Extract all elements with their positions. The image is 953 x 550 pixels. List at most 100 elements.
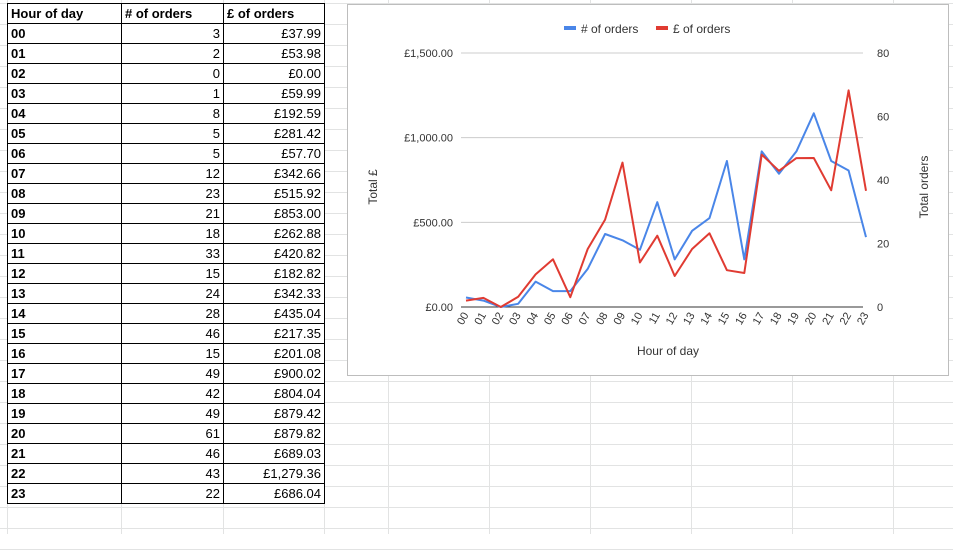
hour-cell[interactable]: 22	[7, 463, 122, 484]
orders-value-cell[interactable]: £900.02	[223, 363, 325, 384]
table-row: 19 49 £879.42	[7, 403, 325, 424]
orders-value-cell[interactable]: £37.99	[223, 23, 325, 44]
hour-cell[interactable]: 02	[7, 63, 122, 84]
orders-value-cell[interactable]: £686.04	[223, 483, 325, 504]
header-order-count[interactable]: # of orders	[121, 3, 224, 24]
hour-cell[interactable]: 19	[7, 403, 122, 424]
orders-value-cell[interactable]: £879.42	[223, 403, 325, 424]
combo-line-chart[interactable]: £0.00 £500.00 £1,000.00 £1,500.00 0 20 40 60 80 0…	[347, 4, 949, 376]
orders-count-cell[interactable]: 49	[121, 363, 224, 384]
right-axis-tick-label: 80	[877, 48, 889, 60]
header-hour-of-day[interactable]: Hour of day	[7, 3, 122, 24]
orders-value-cell[interactable]: £420.82	[223, 243, 325, 264]
orders-count-cell[interactable]: 43	[121, 463, 224, 484]
hour-cell[interactable]: 11	[7, 243, 122, 264]
hour-cell[interactable]: 16	[7, 343, 122, 364]
orders-value-cell[interactable]: £182.82	[223, 263, 325, 284]
hour-cell[interactable]: 13	[7, 283, 122, 304]
right-axis-tick-label: 60	[877, 112, 889, 124]
orders-count-cell[interactable]: 21	[121, 203, 224, 224]
orders-value-cell[interactable]: £262.88	[223, 223, 325, 244]
orders-count-cell[interactable]: 1	[121, 83, 224, 104]
hour-cell[interactable]: 21	[7, 443, 122, 464]
orders-count-cell[interactable]: 46	[121, 323, 224, 344]
orders-count-cell[interactable]: 24	[121, 283, 224, 304]
orders-count-cell[interactable]: 8	[121, 103, 224, 124]
hour-cell[interactable]: 12	[7, 263, 122, 284]
hour-cell[interactable]: 14	[7, 303, 122, 324]
x-axis-tick-label: 13	[681, 311, 698, 328]
table-row: 12 15 £182.82	[7, 263, 325, 284]
x-axis-tick-label: 19	[786, 311, 803, 328]
hour-cell[interactable]: 09	[7, 203, 122, 224]
orders-count-cell[interactable]: 3	[121, 23, 224, 44]
orders-count-cell[interactable]: 2	[121, 43, 224, 64]
left-axis-tick-label: £0.00	[425, 302, 453, 314]
hour-cell[interactable]: 05	[7, 123, 122, 144]
orders-count-cell[interactable]: 15	[121, 343, 224, 364]
orders-count-cell[interactable]: 23	[121, 183, 224, 204]
table-header-row: Hour of day # of orders £ of orders	[7, 3, 325, 24]
hour-cell[interactable]: 06	[7, 143, 122, 164]
orders-count-cell[interactable]: 18	[121, 223, 224, 244]
x-axis-tick-label: 18	[768, 311, 785, 328]
orders-count-cell[interactable]: 61	[121, 423, 224, 444]
orders-value-cell[interactable]: £804.04	[223, 383, 325, 404]
table-row: 02 0 £0.00	[7, 63, 325, 84]
x-axis-tick-label: 20	[803, 311, 820, 328]
orders-value-cell[interactable]: £879.82	[223, 423, 325, 444]
table-row: 05 5 £281.42	[7, 123, 325, 144]
orders-value-cell[interactable]: £59.99	[223, 83, 325, 104]
legend-swatch	[656, 26, 668, 30]
hour-cell[interactable]: 23	[7, 483, 122, 504]
x-axis-tick-label: 16	[733, 311, 750, 328]
x-axis-tick-label: 15	[716, 311, 733, 328]
orders-value-cell[interactable]: £201.08	[223, 343, 325, 364]
orders-value-cell[interactable]: £217.35	[223, 323, 325, 344]
orders-count-cell[interactable]: 22	[121, 483, 224, 504]
hour-cell[interactable]: 08	[7, 183, 122, 204]
header-order-value[interactable]: £ of orders	[223, 3, 325, 24]
orders-value-cell[interactable]: £281.42	[223, 123, 325, 144]
x-axis-tick-label: 05	[542, 311, 559, 328]
orders-value-cell[interactable]: £192.59	[223, 103, 325, 124]
orders-value-cell[interactable]: £853.00	[223, 203, 325, 224]
hour-cell[interactable]: 17	[7, 363, 122, 384]
hour-cell[interactable]: 18	[7, 383, 122, 404]
orders-value-cell[interactable]: £53.98	[223, 43, 325, 64]
orders-count-cell[interactable]: 0	[121, 63, 224, 84]
x-axis-tick-label: 06	[559, 311, 576, 328]
legend-label: £ of orders	[673, 22, 730, 36]
orders-count-cell[interactable]: 5	[121, 143, 224, 164]
orders-count-cell[interactable]: 42	[121, 383, 224, 404]
table-row: 21 46 £689.03	[7, 443, 325, 464]
hour-cell[interactable]: 01	[7, 43, 122, 64]
orders-value-cell[interactable]: £57.70	[223, 143, 325, 164]
hour-cell[interactable]: 20	[7, 423, 122, 444]
orders-count-cell[interactable]: 33	[121, 243, 224, 264]
hour-cell[interactable]: 03	[7, 83, 122, 104]
orders-value-cell[interactable]: £342.66	[223, 163, 325, 184]
hour-cell[interactable]: 00	[7, 23, 122, 44]
orders-value-cell[interactable]: £515.92	[223, 183, 325, 204]
orders-value-cell[interactable]: £1,279.36	[223, 463, 325, 484]
orders-count-cell[interactable]: 15	[121, 263, 224, 284]
orders-value-cell[interactable]: £0.00	[223, 63, 325, 84]
orders-count-cell[interactable]: 49	[121, 403, 224, 424]
orders-count-cell[interactable]: 5	[121, 123, 224, 144]
hour-cell[interactable]: 07	[7, 163, 122, 184]
x-axis-tick-label: 22	[838, 311, 855, 328]
orders-count-cell[interactable]: 46	[121, 443, 224, 464]
hour-cell[interactable]: 15	[7, 323, 122, 344]
hour-cell[interactable]: 10	[7, 223, 122, 244]
orders-value-cell[interactable]: £435.04	[223, 303, 325, 324]
table-row: 06 5 £57.70	[7, 143, 325, 164]
hour-cell[interactable]: 04	[7, 103, 122, 124]
legend-label: # of orders	[581, 22, 638, 36]
orders-value-cell[interactable]: £342.33	[223, 283, 325, 304]
orders-count-cell[interactable]: 12	[121, 163, 224, 184]
orders-count-cell[interactable]: 28	[121, 303, 224, 324]
orders-value-cell[interactable]: £689.03	[223, 443, 325, 464]
x-axis-tick-label: 21	[820, 311, 837, 328]
